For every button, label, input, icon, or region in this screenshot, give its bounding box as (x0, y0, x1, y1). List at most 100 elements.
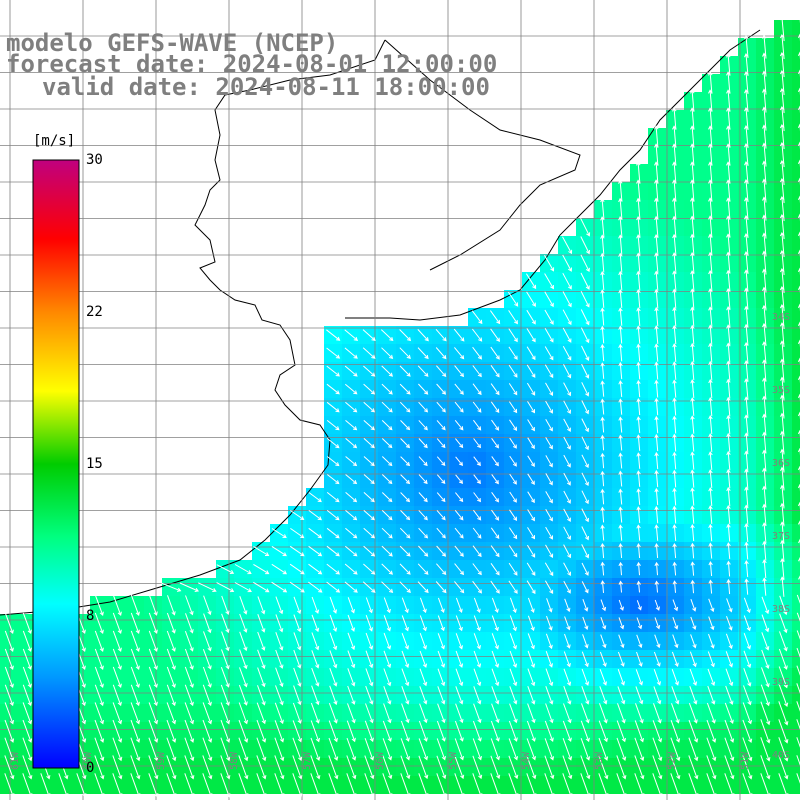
wave-arrow (672, 379, 677, 398)
wave-arrow (418, 383, 429, 395)
wave-arrow (600, 416, 605, 433)
wave-arrow (400, 474, 411, 485)
wave-arrow (726, 179, 731, 202)
wave-arrow (581, 472, 589, 487)
wave-arrow (563, 544, 572, 559)
wave-arrow (130, 648, 140, 671)
wave-arrow (508, 401, 518, 414)
wave-arrow (346, 755, 357, 780)
wave-arrow (437, 597, 445, 614)
wave-arrow (184, 631, 194, 652)
wave-arrow (454, 509, 464, 521)
wave-arrow (778, 719, 789, 744)
wave-arrow (744, 287, 749, 310)
wave-arrow (580, 309, 590, 326)
wave-arrow (401, 597, 409, 614)
wave-arrow (401, 615, 409, 632)
wave-arrow (491, 686, 500, 705)
wave-arrow (563, 668, 572, 687)
wave-arrow (271, 545, 287, 557)
wave-arrow (796, 737, 800, 748)
wave-arrow (654, 505, 659, 524)
wave-arrow (4, 684, 14, 707)
wave-arrow (184, 684, 194, 707)
wave-arrow (654, 143, 659, 166)
wave-arrow (744, 215, 749, 239)
wave-arrow (363, 563, 376, 575)
wave-arrow (654, 288, 659, 309)
wave-arrow (308, 509, 322, 521)
wave-arrow (527, 437, 535, 450)
wave-arrow (581, 703, 590, 724)
wave-arrow (744, 378, 749, 399)
wave-arrow (616, 720, 626, 743)
wave-arrow (796, 630, 800, 640)
wave-arrow (347, 597, 355, 614)
wave-arrow (508, 328, 518, 343)
wave-arrow (526, 309, 536, 325)
wave-arrow (184, 773, 195, 798)
wave-arrow (581, 508, 589, 523)
wave-arrow (708, 433, 713, 452)
wave-arrow (507, 291, 519, 307)
wave-arrow (672, 397, 677, 416)
wave-arrow (762, 142, 767, 167)
wave-arrow (202, 719, 213, 743)
wave-arrow (690, 524, 695, 542)
wave-arrow (690, 251, 695, 274)
wave-arrow (725, 668, 734, 687)
wave-arrow (544, 291, 554, 308)
wave-arrow (654, 397, 659, 416)
wave-arrow (780, 466, 785, 491)
wave-arrow (527, 419, 535, 432)
wave-arrow (22, 737, 33, 762)
coastline (0, 29, 761, 616)
wave-arrow (365, 703, 374, 724)
wave-arrow (363, 420, 375, 431)
wave-arrow (490, 545, 500, 558)
wave-arrow (761, 596, 770, 615)
wave-arrow (418, 527, 429, 539)
wave-arrow (308, 492, 322, 503)
wave-arrow (563, 508, 571, 522)
wave-arrow (635, 669, 643, 686)
wave-arrow (490, 773, 501, 798)
wave-arrow (166, 612, 176, 634)
wave-arrow (726, 523, 731, 542)
wave-arrow (544, 773, 555, 798)
wave-arrow (780, 412, 785, 437)
wave-arrow (238, 702, 248, 725)
wave-arrow (239, 649, 248, 670)
wave-arrow (672, 617, 679, 630)
wave-arrow (600, 580, 605, 593)
wave-arrow (363, 401, 376, 413)
wave-arrow (672, 580, 677, 593)
wave-arrow (161, 582, 182, 592)
wave-arrow (582, 616, 589, 631)
wave-arrow (326, 401, 340, 413)
wave-arrow (618, 488, 623, 505)
wave-arrow (473, 492, 481, 503)
wave-arrow (563, 472, 571, 486)
wave-arrow (271, 581, 288, 593)
wave-arrow (344, 347, 358, 359)
wave-arrow (761, 649, 770, 670)
wave-arrow (744, 450, 749, 471)
wave-arrow (562, 291, 572, 308)
wave-arrow (417, 365, 429, 377)
wave-arrow (527, 633, 535, 650)
wave-arrow (400, 738, 410, 761)
wave-arrow (708, 71, 713, 94)
wave-arrow (326, 329, 341, 341)
wave-arrow (618, 234, 623, 255)
wave-arrow (363, 527, 376, 539)
wave-arrow (363, 510, 375, 521)
wave-arrow (545, 703, 554, 724)
wave-arrow (220, 719, 231, 743)
wave-arrow (672, 143, 677, 166)
wave-arrow (473, 419, 482, 431)
wave-arrow (400, 773, 411, 798)
wave-arrow (326, 492, 340, 503)
colorbar-unit: [m/s] (33, 133, 76, 149)
